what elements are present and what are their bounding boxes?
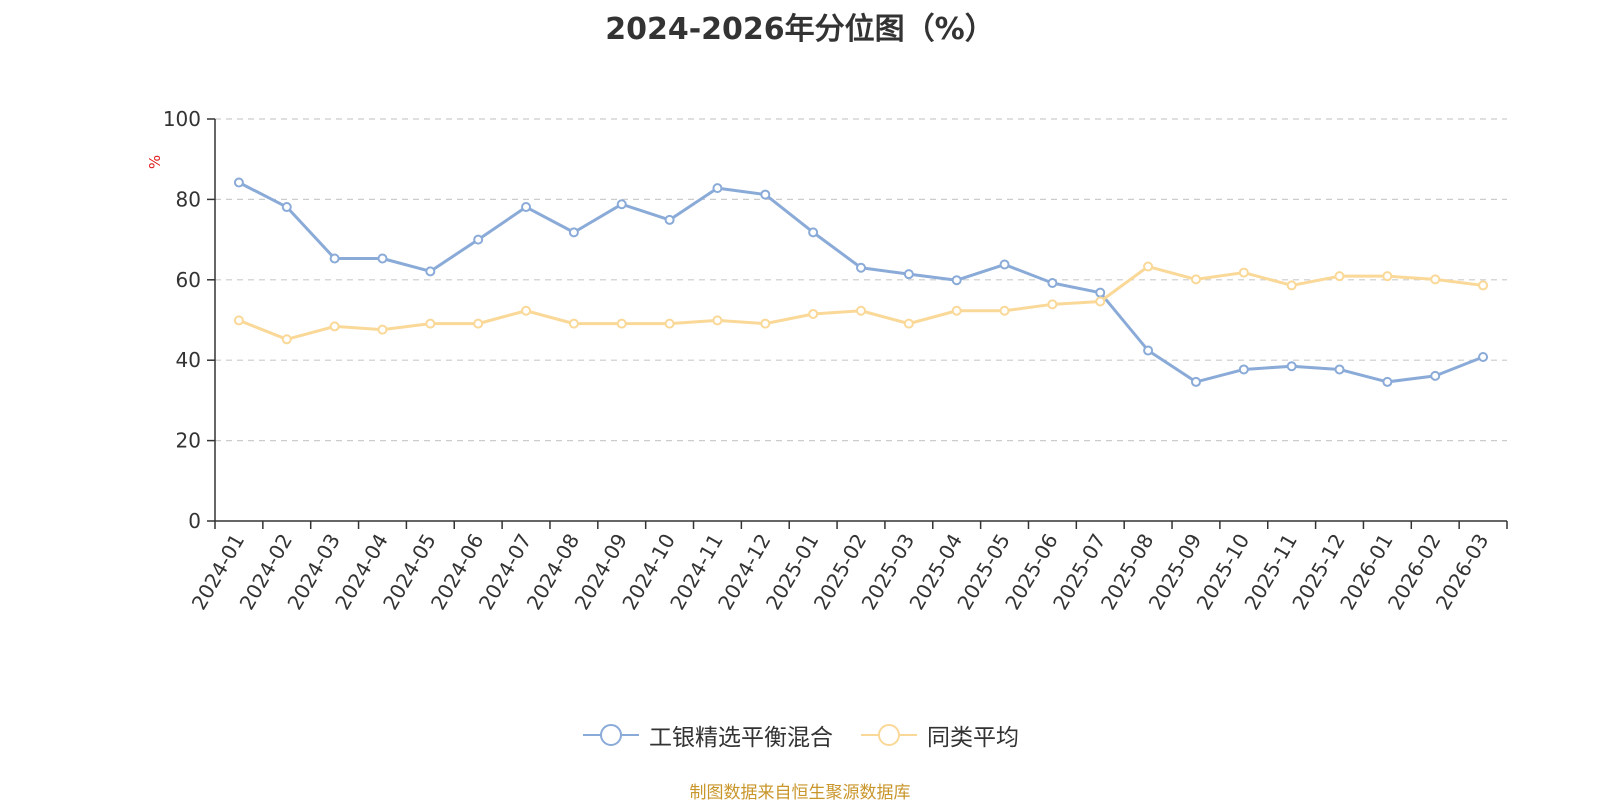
data-point bbox=[760, 189, 771, 200]
data-point bbox=[233, 315, 244, 326]
data-point bbox=[664, 318, 675, 329]
data-point bbox=[1095, 287, 1106, 298]
data-point bbox=[1143, 345, 1154, 356]
legend-label: 同类平均 bbox=[927, 725, 1019, 751]
data-point bbox=[377, 324, 388, 335]
data-point bbox=[1334, 364, 1345, 375]
data-point bbox=[233, 177, 244, 188]
data-point bbox=[1478, 280, 1489, 291]
data-point bbox=[999, 305, 1010, 316]
data-point bbox=[856, 262, 866, 273]
data-point bbox=[473, 318, 484, 329]
data-point bbox=[329, 253, 340, 264]
series-0 bbox=[233, 177, 1489, 387]
data-point bbox=[1286, 280, 1297, 291]
data-point bbox=[1430, 370, 1441, 381]
data-point bbox=[329, 321, 340, 332]
data-point bbox=[999, 259, 1010, 270]
legend: 工银精选平衡混合 同类平均 bbox=[0, 718, 1600, 752]
data-point bbox=[616, 318, 627, 329]
y-tick-label: 40 bbox=[176, 348, 201, 372]
data-point bbox=[1190, 376, 1201, 387]
data-point bbox=[1190, 274, 1201, 285]
line-chart: 0204060801002024-012024-022024-032024-04… bbox=[146, 107, 1508, 614]
y-axis-label: % bbox=[146, 155, 164, 169]
series-1 bbox=[233, 261, 1489, 345]
legend-marker-icon bbox=[583, 724, 639, 746]
y-tick-label: 20 bbox=[176, 429, 201, 453]
data-point bbox=[425, 266, 436, 277]
data-point bbox=[1238, 267, 1249, 278]
data-point bbox=[760, 318, 771, 329]
y-tick-label: 80 bbox=[176, 187, 201, 211]
series-layer bbox=[233, 177, 1489, 387]
data-point bbox=[1047, 278, 1058, 289]
series-line bbox=[238, 181, 1484, 384]
data-point bbox=[808, 308, 819, 319]
data-point bbox=[1143, 261, 1154, 272]
data-point bbox=[712, 183, 723, 194]
data-point bbox=[951, 275, 962, 286]
y-tick-label: 100 bbox=[163, 107, 201, 131]
y-tick-label: 0 bbox=[188, 509, 201, 533]
data-point bbox=[568, 227, 579, 238]
data-point bbox=[1382, 271, 1393, 282]
legend-label: 工银精选平衡混合 bbox=[649, 725, 833, 751]
series-line bbox=[238, 265, 1484, 341]
data-point bbox=[1334, 271, 1345, 282]
data-point bbox=[281, 202, 292, 213]
data-point bbox=[1478, 351, 1489, 362]
legend-marker-icon bbox=[861, 724, 917, 746]
data-point bbox=[1047, 299, 1058, 310]
chart-title: 2024-2026年分位图（%） bbox=[605, 12, 995, 47]
data-point bbox=[664, 214, 675, 225]
data-point bbox=[903, 318, 914, 329]
data-point bbox=[425, 318, 436, 329]
data-point bbox=[1430, 274, 1441, 285]
data-point bbox=[1238, 364, 1249, 375]
y-tick-label: 60 bbox=[176, 268, 201, 292]
data-point bbox=[1095, 296, 1106, 307]
legend-item-1[interactable]: 同类平均 bbox=[859, 718, 1019, 752]
data-point bbox=[473, 234, 484, 245]
data-point bbox=[521, 202, 532, 213]
legend-item-0[interactable]: 工银精选平衡混合 bbox=[581, 718, 833, 752]
data-point bbox=[712, 315, 723, 326]
data-point bbox=[856, 305, 866, 316]
data-point bbox=[808, 227, 819, 238]
data-point bbox=[377, 253, 388, 264]
data-point bbox=[281, 334, 292, 345]
data-point bbox=[1382, 376, 1393, 387]
data-point bbox=[1286, 361, 1297, 372]
source-note: 制图数据来自恒生聚源数据库 bbox=[689, 783, 911, 803]
data-point bbox=[903, 269, 914, 280]
data-point bbox=[568, 318, 579, 329]
data-point bbox=[616, 199, 627, 210]
data-point bbox=[521, 305, 532, 316]
data-point bbox=[951, 305, 962, 316]
